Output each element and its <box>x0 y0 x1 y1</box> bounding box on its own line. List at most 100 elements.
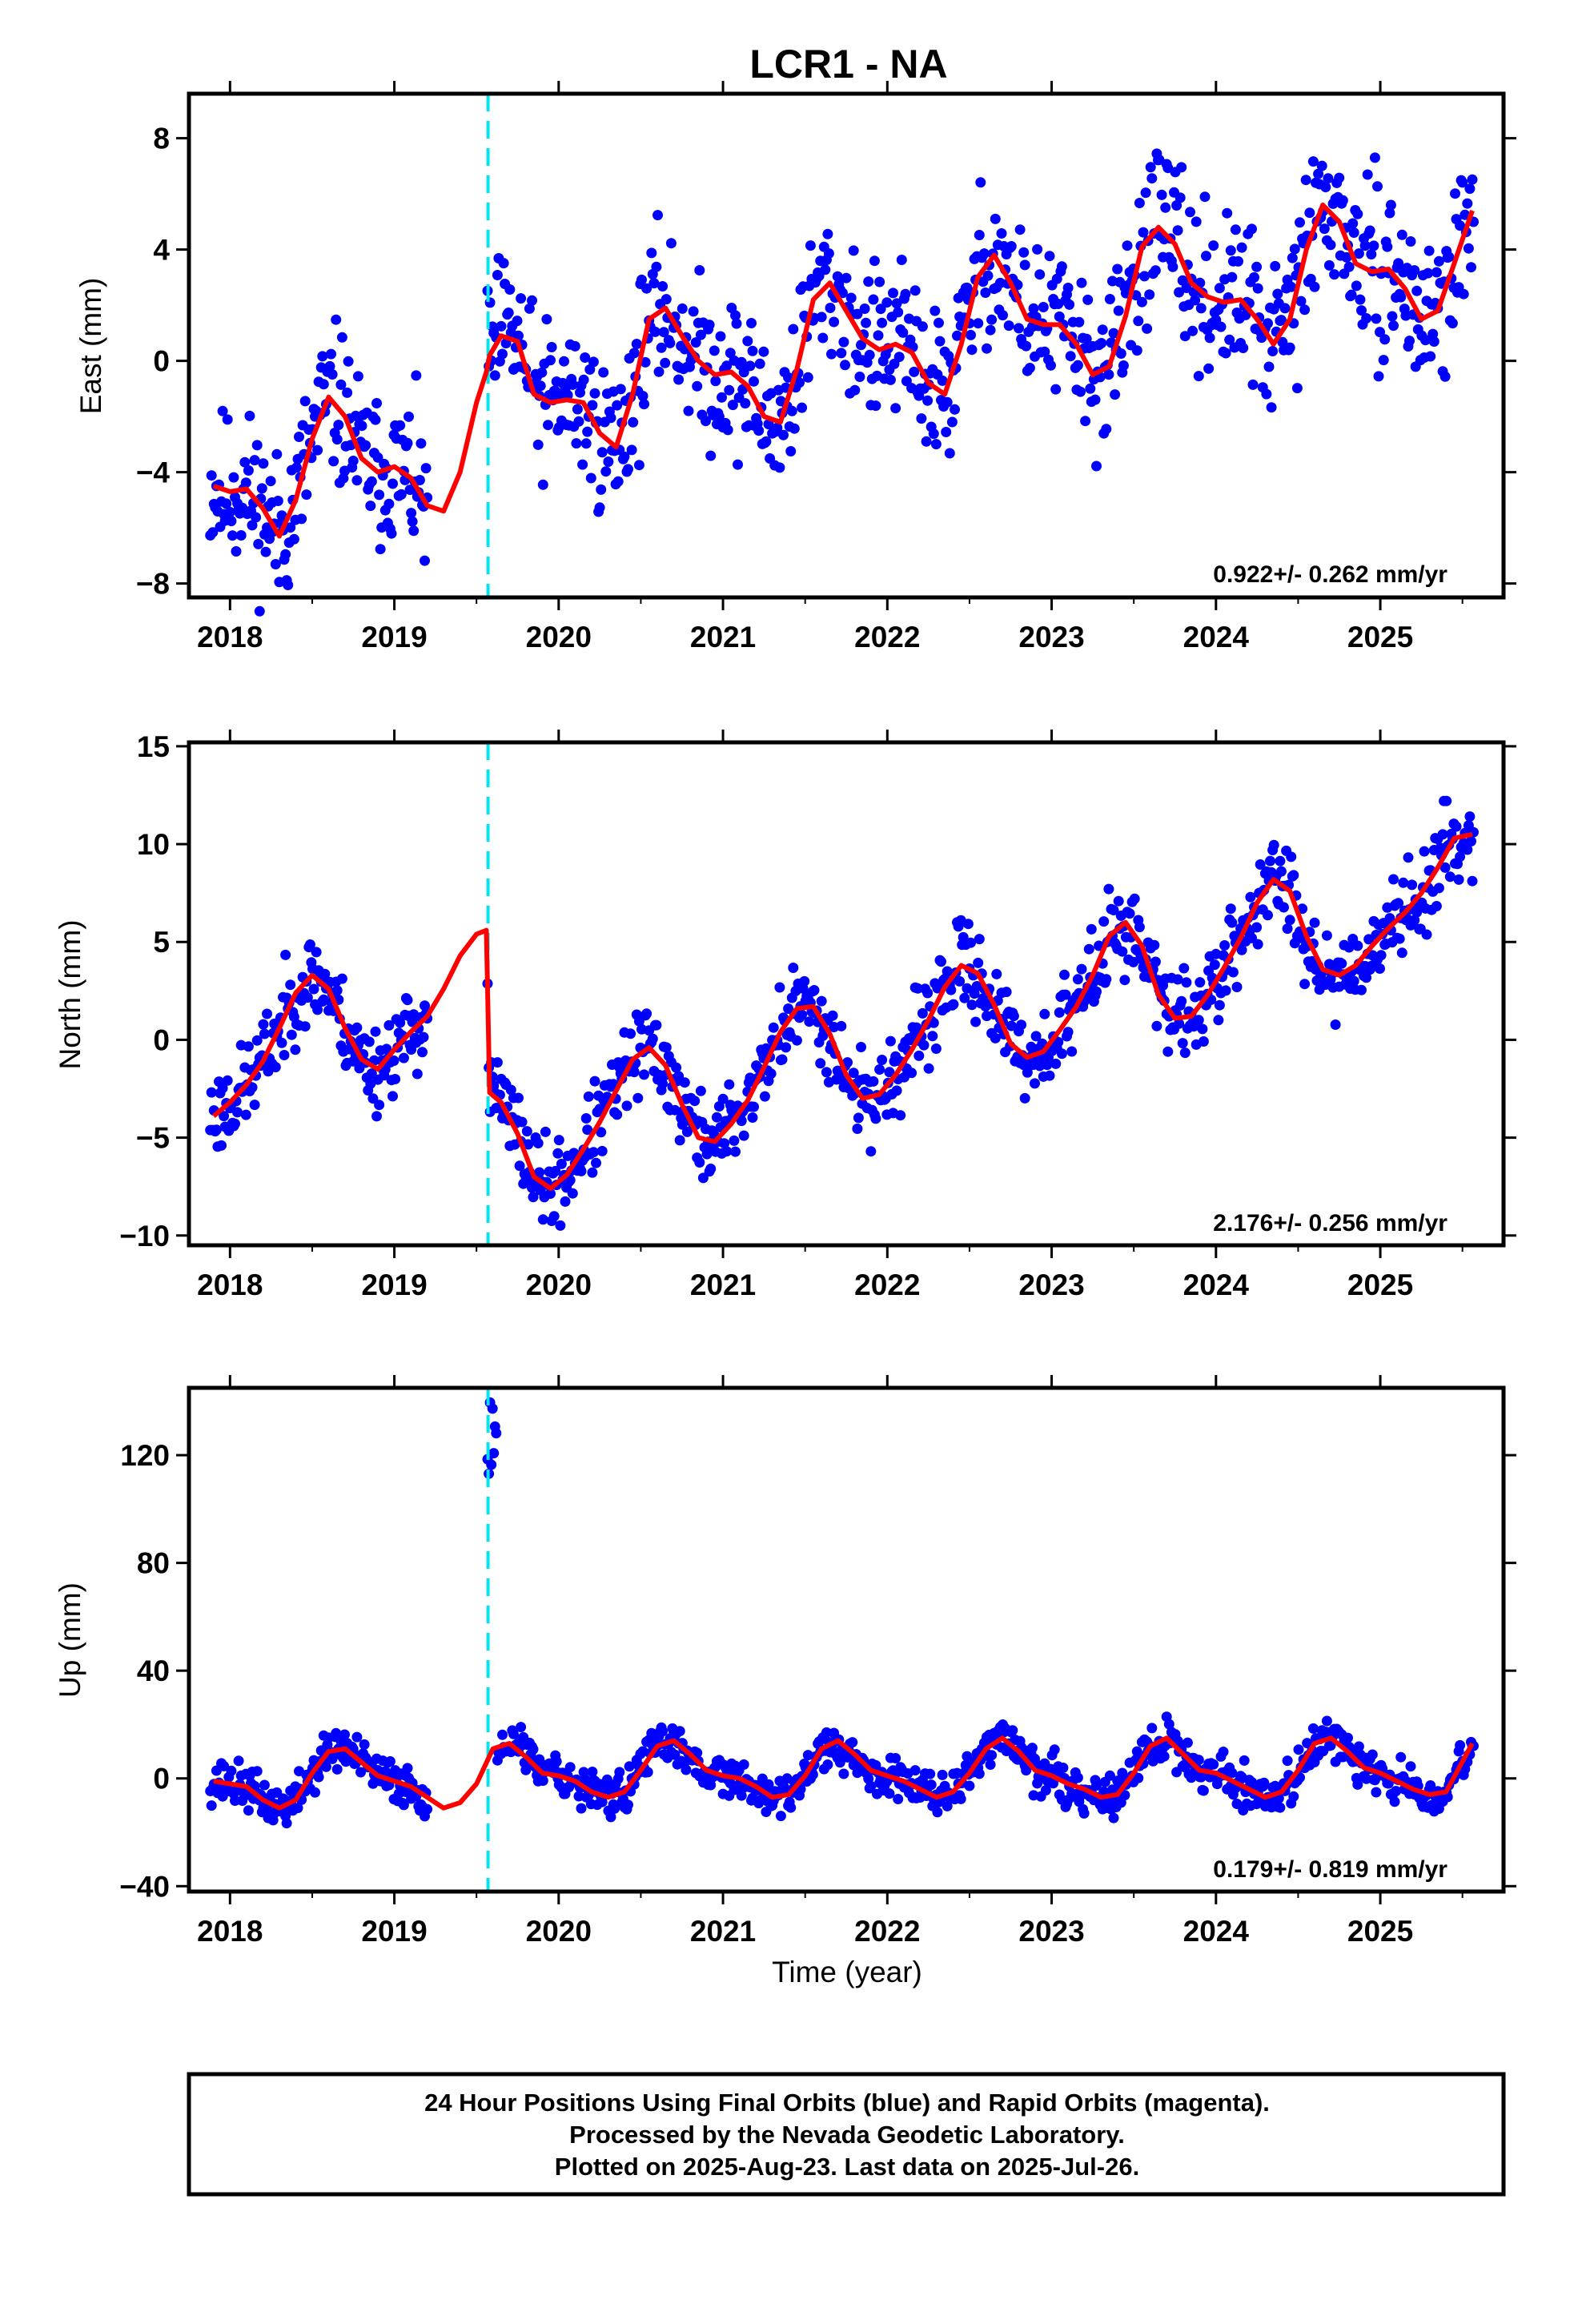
data-point <box>962 919 974 930</box>
data-point <box>697 1172 709 1184</box>
data-point <box>724 1079 735 1090</box>
data-point <box>387 1091 398 1102</box>
data-point <box>259 1779 270 1791</box>
data-point <box>1222 207 1233 219</box>
data-point <box>503 308 514 318</box>
footer-line-2: Processed by the Nevada Geodetic Laborat… <box>569 2121 1125 2149</box>
data-point <box>747 345 758 356</box>
data-point <box>1441 795 1452 806</box>
rate-label: 0.922+/- 0.262 mm/yr <box>1213 561 1447 588</box>
data-point <box>816 995 827 1007</box>
data-point <box>1325 1740 1336 1751</box>
data-point <box>973 957 984 968</box>
data-point <box>1433 883 1444 894</box>
data-point <box>804 1016 815 1027</box>
data-point <box>420 1000 430 1011</box>
data-point <box>928 428 939 440</box>
data-point <box>374 1100 385 1111</box>
data-point <box>923 1063 934 1074</box>
x-tick-label: 2018 <box>197 1915 263 1948</box>
data-point <box>351 1022 363 1033</box>
data-point <box>1466 836 1476 846</box>
data-point <box>272 496 283 506</box>
x-tick-label: 2022 <box>854 1269 920 1301</box>
data-point <box>1149 939 1160 951</box>
data-point <box>841 272 852 283</box>
y-axis-label: Up (mm) <box>54 1582 86 1698</box>
data-point <box>342 387 353 398</box>
data-point <box>913 1050 925 1061</box>
data-point <box>1208 240 1219 251</box>
data-point <box>1072 974 1083 985</box>
data-point <box>381 1043 392 1055</box>
x-tick-label: 2022 <box>854 1915 920 1948</box>
data-point <box>578 374 589 385</box>
data-point <box>512 316 523 327</box>
data-point <box>912 983 923 994</box>
data-point <box>1351 280 1362 292</box>
data-point <box>1421 929 1432 940</box>
data-point <box>822 228 833 239</box>
data-point <box>821 1727 832 1738</box>
data-point <box>893 1794 904 1804</box>
data-point <box>1133 316 1144 327</box>
data-point <box>1060 989 1071 1000</box>
data-point <box>978 248 990 259</box>
data-point <box>384 1756 396 1767</box>
data-point <box>1405 236 1416 247</box>
data-point <box>569 340 580 352</box>
data-point <box>1174 1018 1185 1029</box>
data-point <box>1190 295 1201 306</box>
data-point <box>1464 811 1476 822</box>
data-point <box>909 366 920 377</box>
data-point <box>221 498 232 509</box>
data-point <box>1411 285 1423 296</box>
data-point <box>848 245 859 256</box>
data-point <box>206 1087 217 1098</box>
data-point <box>296 513 307 525</box>
data-point <box>1388 320 1399 332</box>
data-point <box>701 416 711 427</box>
x-tick-label: 2023 <box>1018 1269 1084 1301</box>
data-point <box>797 1009 808 1020</box>
data-point <box>836 348 847 359</box>
data-point <box>304 939 315 950</box>
plot-frame <box>187 740 1506 1248</box>
data-point <box>1096 338 1107 348</box>
data-point <box>395 1017 406 1028</box>
data-point <box>366 476 377 487</box>
data-point <box>537 479 548 490</box>
data-point <box>840 360 850 371</box>
data-point <box>1247 223 1257 235</box>
data-point <box>1396 229 1407 240</box>
y-tick-label: 15 <box>137 730 170 763</box>
data-point <box>1104 294 1115 304</box>
x-tick-label: 2025 <box>1347 1915 1413 1948</box>
data-point <box>966 999 978 1011</box>
data-point <box>383 498 395 509</box>
x-tick-label: 2018 <box>197 621 263 653</box>
data-point <box>1403 852 1414 863</box>
data-point <box>637 391 648 401</box>
data-point <box>709 345 720 356</box>
data-point <box>527 295 537 306</box>
data-point <box>1330 1019 1341 1030</box>
data-point <box>628 348 640 359</box>
data-point <box>1302 1738 1313 1749</box>
data-point <box>1117 946 1128 957</box>
data-point <box>580 438 592 449</box>
data-point <box>1174 192 1186 203</box>
data-point <box>713 411 725 422</box>
data-point <box>948 999 959 1010</box>
data-point <box>492 1057 503 1068</box>
data-point <box>873 330 884 341</box>
data-point <box>1113 895 1124 907</box>
data-points <box>205 148 1479 617</box>
data-point <box>794 377 805 388</box>
data-point <box>1462 844 1473 855</box>
data-point <box>1293 1744 1304 1755</box>
data-point <box>251 1766 263 1777</box>
data-point <box>1091 986 1102 997</box>
data-point <box>1108 1812 1119 1823</box>
y-axis-label: North (mm) <box>54 919 86 1069</box>
